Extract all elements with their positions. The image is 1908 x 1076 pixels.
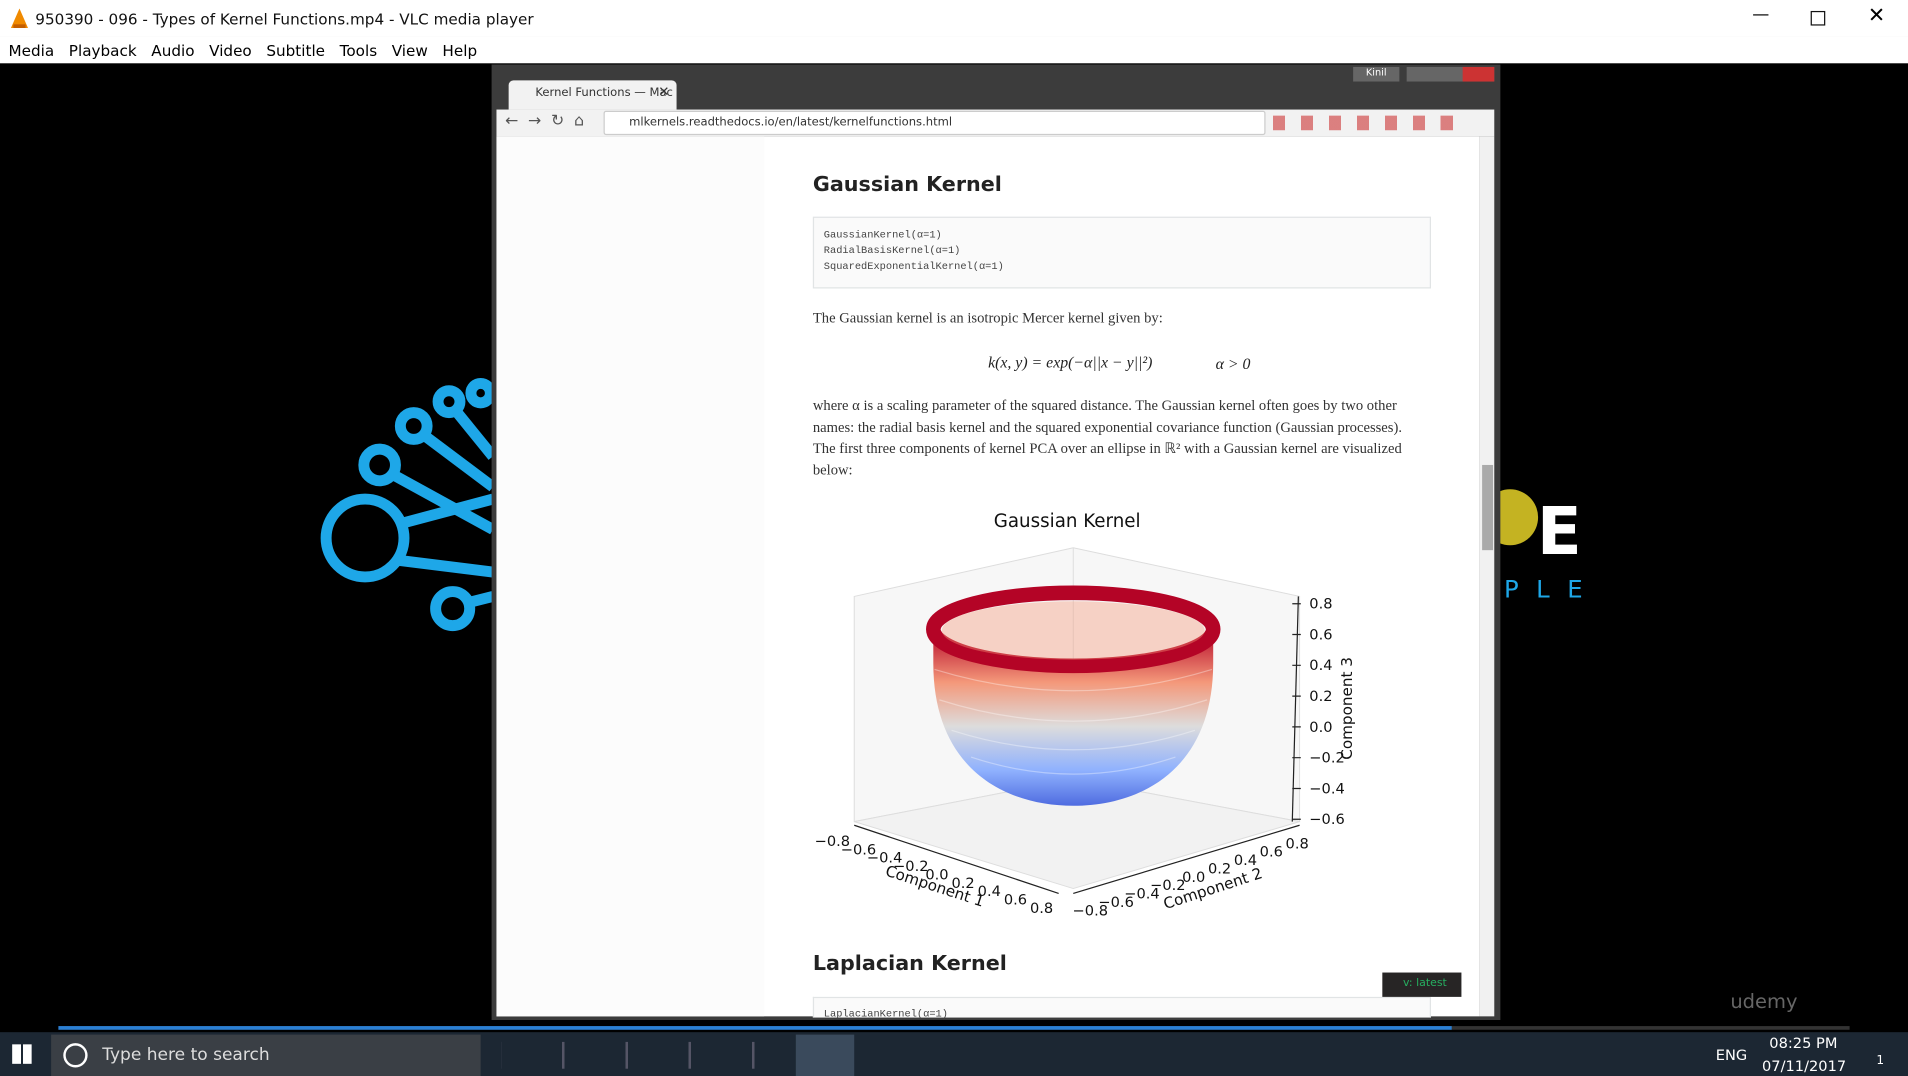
menu-item[interactable]: View (391, 41, 428, 60)
y-tick-label: −0.6 (1098, 894, 1133, 911)
x-tick-label: −0.6 (841, 841, 876, 858)
next-code-block (812, 996, 1432, 1018)
menu-item[interactable]: Playback (68, 41, 137, 60)
z-tick-label: −0.6 (1309, 811, 1344, 828)
y-tick-label: 0.0 (1182, 869, 1205, 886)
code-block (812, 216, 1432, 289)
window-close[interactable] (1462, 66, 1495, 82)
language[interactable]: ENG (1715, 1046, 1748, 1064)
code-line: SquaredExponentialKernel(α=1) (823, 260, 1004, 273)
x-tick-label: 0.8 (1030, 900, 1053, 917)
x-tick-label: −0.8 (815, 833, 850, 850)
bowl (933, 629, 1214, 806)
heading: Gaussian Kernel (812, 172, 1002, 198)
menu-item[interactable]: Audio (151, 41, 195, 60)
z-tick-label: −0.2 (1309, 750, 1344, 767)
x-tick-label: 0.4 (978, 883, 1001, 900)
z-tick-label: 0.8 (1309, 596, 1332, 613)
code-lines: GaussianKernel(α=1) RadialBasisKernel(α=1… (824, 228, 1004, 275)
next-code: LaplacianKernel(α=1) (823, 1007, 948, 1021)
z-tick-label: 0.6 (1309, 626, 1332, 643)
notification-count[interactable]: 1 (1876, 1054, 1885, 1068)
x-tick-label: 0.6 (1004, 892, 1027, 909)
x-tick-label: −0.4 (867, 850, 902, 867)
menu-item[interactable]: Tools (339, 41, 378, 60)
start-button[interactable] (12, 1044, 32, 1064)
next-heading: Laplacian Kernel (812, 951, 1007, 977)
y-tick-label: −0.8 (1073, 902, 1108, 919)
extensions[interactable] (1272, 115, 1468, 131)
watermark: udemy (1730, 989, 1798, 1013)
y-tick-label: 0.8 (1286, 835, 1309, 852)
z-tick-label: −0.4 (1309, 780, 1344, 797)
tab-title[interactable]: Kernel Functions — Mac (535, 86, 673, 100)
y-tick-label: −0.4 (1124, 886, 1159, 903)
title-bar (0, 0, 1908, 37)
menu-bar (0, 36, 1908, 64)
address-bar[interactable] (603, 110, 1266, 136)
logo-text: E (1536, 492, 1582, 570)
z-tick-label: 0.0 (1309, 719, 1332, 736)
taskbar-apps[interactable] (501, 1041, 843, 1069)
plot: Gaussian Kernel 0.80.60.40.20.0−0.2−0.4−… (815, 511, 1356, 919)
y-axis (1073, 824, 1300, 895)
search-icon (63, 1043, 88, 1068)
logo-graphic (320, 377, 498, 632)
paragraph: where α is a scaling parameter of the sq… (812, 396, 1402, 478)
scrollbar[interactable] (1479, 136, 1495, 1017)
rim-inner (941, 601, 1205, 660)
rim (926, 585, 1221, 674)
y-tick-label: −0.2 (1150, 877, 1185, 894)
x-tick-label: −0.2 (893, 858, 928, 875)
menu-item[interactable]: Help (442, 41, 478, 60)
clock-date[interactable]: 07/11/2017 (1761, 1057, 1847, 1075)
tab-close[interactable]: ✕ (658, 83, 670, 100)
bowl-bands (934, 668, 1213, 775)
code-line: RadialBasisKernel(α=1) (823, 244, 961, 257)
clock-time[interactable]: 08:25 PM (1769, 1034, 1838, 1052)
logo-subtext: P L E (1504, 574, 1588, 604)
x-tick-label: 0.2 (952, 875, 975, 892)
plot-title: Gaussian Kernel (994, 511, 1141, 532)
minimize[interactable]: — (1752, 4, 1770, 25)
z-tick-label: 0.2 (1309, 688, 1332, 705)
maximize[interactable] (1810, 10, 1826, 26)
x-tick-label: 0.0 (925, 866, 948, 883)
z-tick-label: 0.4 (1309, 657, 1332, 674)
search-box[interactable] (51, 1034, 481, 1076)
version-badge[interactable] (1382, 972, 1462, 997)
scroll-thumb[interactable] (1482, 464, 1494, 551)
x-axis (854, 824, 1059, 894)
menu: Media Playback Audio Video Subtitle Tools View… (9, 41, 478, 59)
progress-fill[interactable] (58, 1026, 1452, 1030)
active-app[interactable] (795, 1034, 855, 1076)
y-tick-label: 0.2 (1208, 860, 1231, 877)
intro: The Gaussian kernel is an isotropic Merc… (812, 309, 1163, 327)
url[interactable]: mlkernels.readthedocs.io/en/latest/kerne… (629, 115, 953, 130)
sidebar (496, 136, 765, 1017)
nav-buttons[interactable]: ←→↻⌂ (504, 111, 594, 131)
condition: α > 0 (1215, 354, 1251, 373)
menu-item[interactable]: Video (209, 41, 252, 60)
z-label: Component 3 (1338, 657, 1356, 760)
search-placeholder[interactable]: Type here to search (102, 1045, 270, 1066)
y-tick-label: 0.4 (1234, 852, 1257, 869)
vlc-icon (10, 8, 28, 28)
window-title: 950390 - 096 - Types of Kernel Functions… (35, 9, 534, 28)
menu-item[interactable]: Subtitle (266, 41, 326, 60)
y-tick-label: 0.6 (1260, 844, 1283, 861)
formula: k(x, y) = exp(−α||x − y||²) (988, 352, 1153, 372)
version-label[interactable]: v: latest (1403, 977, 1447, 990)
menu-item[interactable]: Media (8, 41, 55, 60)
tab[interactable] (508, 80, 677, 110)
close[interactable]: ✕ (1867, 3, 1886, 28)
code-line: GaussianKernel(α=1) (823, 228, 942, 242)
profile-button[interactable]: Kinil (1353, 66, 1400, 82)
